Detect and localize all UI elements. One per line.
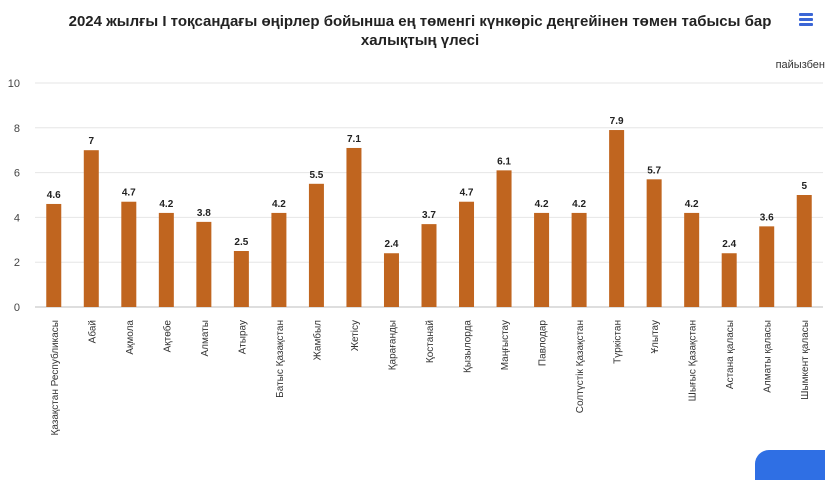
hamburger-menu-icon — [799, 13, 813, 16]
chart-title: 2024 жылғы І тоқсандағы өңірлер бойынша … — [68, 13, 772, 49]
bar-chart: 0 2 4 6 8 10 4.6 Қазақстан Республикасы 7 Абай 4.7… — [8, 78, 823, 436]
bar — [46, 203, 62, 307]
bar — [684, 212, 700, 307]
data-label: 4.2 — [272, 199, 286, 210]
x-tick-label: Жамбыл — [311, 320, 323, 361]
x-tick-label: Қазақстан Республикасы — [49, 320, 61, 436]
bar — [346, 147, 362, 307]
data-label: 2.4 — [385, 239, 399, 250]
hamburger-menu-icon-bar — [799, 18, 813, 21]
x-tick-label: Атырау — [237, 320, 248, 354]
data-label: 7 — [89, 136, 95, 147]
data-label: 2.5 — [234, 237, 248, 248]
bar — [646, 179, 662, 307]
data-label: 5.5 — [309, 170, 323, 181]
x-tick-label: Астана қаласы — [725, 320, 736, 389]
data-label: 4.6 — [47, 190, 61, 201]
bar — [534, 212, 550, 307]
data-label: 3.6 — [760, 212, 774, 223]
data-label: 3.7 — [422, 210, 436, 221]
menu-button[interactable] — [793, 6, 819, 32]
unit-label: пайызбен — [775, 59, 825, 71]
y-tick-label: 4 — [14, 212, 20, 224]
x-tick-label: Батыс Қазақстан — [275, 320, 286, 398]
data-label: 2.4 — [722, 239, 736, 250]
bar — [383, 253, 399, 307]
x-tick-label: Абай — [86, 320, 98, 343]
bar — [796, 195, 812, 307]
x-tick-label: Ұлытау — [650, 320, 661, 354]
x-tick-label: Маңғыстау — [500, 320, 511, 370]
bar — [121, 201, 137, 307]
y-tick-label: 8 — [14, 123, 20, 135]
data-label: 4.2 — [535, 199, 549, 210]
bar — [609, 130, 625, 307]
data-label: 5.7 — [647, 165, 661, 176]
y-tick-label: 2 — [14, 257, 20, 269]
y-tick-label: 0 — [14, 302, 20, 314]
x-tick-label: Шымкент қаласы — [800, 320, 811, 400]
data-label: 5 — [801, 181, 807, 192]
x-tick-label: Қостанай — [425, 320, 436, 363]
bar — [721, 253, 737, 307]
x-tick-label: Алматы қаласы — [763, 320, 774, 393]
data-label: 4.2 — [159, 199, 173, 210]
data-label: 3.8 — [197, 208, 211, 219]
x-tick-label: Түркістан — [613, 320, 624, 364]
data-label: 7.1 — [347, 134, 361, 145]
chat-widget-button[interactable] — [755, 450, 825, 480]
bar — [759, 226, 775, 307]
bar — [459, 201, 475, 307]
data-label: 4.7 — [460, 188, 474, 199]
data-label: 6.1 — [497, 156, 511, 167]
x-tick-label: Ақмола — [125, 320, 136, 355]
bar — [496, 170, 512, 307]
bar — [421, 224, 437, 307]
data-label: 4.2 — [685, 199, 699, 210]
x-tick-label: Қарағанды — [387, 320, 398, 370]
bar — [83, 150, 99, 307]
data-label: 4.2 — [572, 199, 586, 210]
bar — [158, 212, 174, 307]
x-tick-label: Қызылорда — [463, 320, 474, 373]
bar — [308, 183, 324, 307]
x-tick-label: Солтүстік Қазақстан — [575, 320, 586, 413]
bar — [271, 212, 287, 307]
y-tick-label: 6 — [14, 168, 20, 180]
x-tick-label: Ақтөбе — [161, 320, 173, 353]
bar — [571, 212, 587, 307]
data-label: 4.7 — [122, 188, 136, 199]
bar — [233, 251, 249, 307]
x-tick-label: Шығыс Қазақстан — [688, 320, 699, 401]
x-tick-label: Павлодар — [538, 320, 549, 367]
data-label: 7.9 — [610, 116, 624, 127]
bar — [196, 221, 212, 307]
x-tick-label: Алматы — [200, 320, 211, 357]
hamburger-menu-icon-bar — [799, 23, 813, 26]
y-tick-label: 10 — [8, 78, 20, 90]
x-tick-label: Жетісу — [350, 320, 361, 351]
